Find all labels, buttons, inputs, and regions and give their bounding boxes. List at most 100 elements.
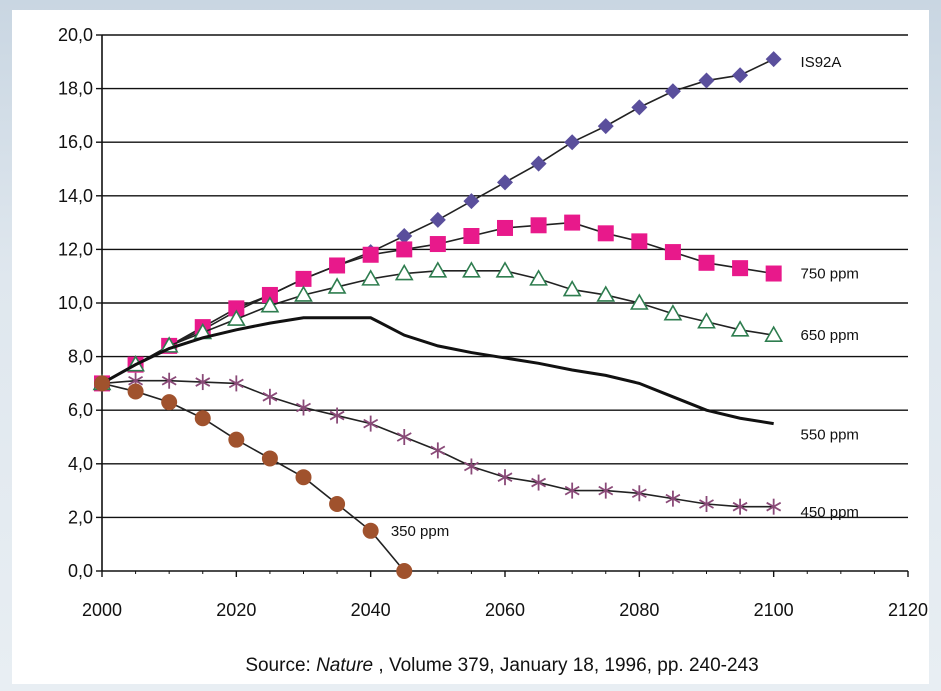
data-point bbox=[732, 498, 748, 515]
y-tick-label: 20,0 bbox=[58, 25, 93, 45]
data-point bbox=[697, 312, 716, 329]
data-point bbox=[497, 219, 513, 236]
data-point bbox=[765, 265, 782, 282]
asterisk-stroke bbox=[732, 501, 748, 512]
data-point bbox=[226, 309, 246, 326]
data-point bbox=[495, 261, 515, 278]
data-point bbox=[161, 372, 177, 389]
data-point bbox=[597, 118, 614, 135]
data-point bbox=[396, 429, 412, 445]
y-tick-label: 4,0 bbox=[68, 454, 93, 474]
series-450-ppm bbox=[94, 372, 782, 515]
data-point bbox=[497, 469, 513, 486]
x-tick-label: 2060 bbox=[485, 600, 525, 620]
data-point bbox=[631, 485, 647, 502]
series-350-ppm bbox=[94, 375, 413, 579]
y-tick-label: 6,0 bbox=[68, 400, 93, 420]
data-point bbox=[394, 263, 414, 281]
data-point bbox=[429, 236, 446, 253]
data-point bbox=[329, 407, 345, 424]
series-label: 550 ppm bbox=[801, 426, 859, 443]
x-tick-label: 2000 bbox=[82, 600, 122, 620]
caption-details: , Volume 379, January 18, 1996, pp. 240-… bbox=[373, 655, 759, 676]
x-tick-label: 2040 bbox=[351, 600, 391, 620]
data-point bbox=[629, 293, 649, 310]
asterisk-stroke bbox=[329, 410, 345, 421]
data-point bbox=[361, 269, 381, 286]
x-tick-label: 2080 bbox=[619, 600, 659, 620]
series-label: 350 ppm bbox=[391, 523, 449, 540]
caption-prefix: Source: bbox=[245, 655, 316, 676]
data-point bbox=[597, 225, 614, 242]
data-point bbox=[598, 482, 614, 499]
asterisk-stroke bbox=[766, 501, 782, 512]
asterisk-stroke bbox=[262, 392, 278, 402]
asterisk-stroke bbox=[128, 375, 144, 386]
y-tick-label: 14,0 bbox=[58, 186, 93, 206]
y-tick-label: 16,0 bbox=[58, 132, 93, 152]
asterisk-stroke bbox=[463, 461, 479, 472]
data-point bbox=[699, 496, 714, 512]
data-point bbox=[296, 399, 311, 416]
x-tick-label: 2100 bbox=[754, 600, 794, 620]
series-label: 750 ppm bbox=[801, 266, 859, 283]
asterisk-stroke bbox=[598, 485, 614, 496]
data-point bbox=[294, 285, 313, 302]
asterisk-stroke bbox=[665, 493, 681, 504]
data-point bbox=[430, 442, 446, 459]
data-point bbox=[363, 415, 379, 432]
data-point bbox=[261, 450, 278, 467]
data-point bbox=[664, 83, 681, 100]
data-point bbox=[463, 458, 479, 475]
y-tick-label: 2,0 bbox=[68, 507, 93, 527]
axes bbox=[96, 34, 909, 577]
series-line bbox=[101, 316, 774, 426]
data-point bbox=[396, 241, 413, 258]
asterisk-stroke bbox=[564, 485, 580, 496]
asterisk-stroke bbox=[296, 402, 311, 413]
data-point bbox=[329, 257, 346, 274]
data-point bbox=[530, 155, 547, 172]
data-point bbox=[497, 174, 513, 191]
data-point bbox=[463, 228, 480, 244]
data-point bbox=[732, 67, 749, 84]
caption-journal: Nature bbox=[316, 655, 373, 676]
data-point bbox=[732, 260, 749, 277]
data-point bbox=[631, 233, 648, 250]
data-point bbox=[127, 383, 144, 400]
x-tick-label: 2120 bbox=[888, 600, 928, 620]
y-tick-label: 0,0 bbox=[68, 561, 93, 581]
data-point bbox=[195, 374, 211, 391]
data-point bbox=[194, 410, 211, 427]
data-point bbox=[564, 482, 580, 499]
y-tick-label: 8,0 bbox=[68, 347, 93, 367]
data-point bbox=[564, 134, 581, 151]
data-point bbox=[562, 279, 582, 297]
y-tick-label: 10,0 bbox=[58, 293, 93, 313]
data-point bbox=[596, 285, 616, 302]
data-point bbox=[631, 99, 648, 116]
data-point bbox=[161, 394, 178, 411]
series-550-ppm bbox=[101, 316, 774, 426]
series-label: 650 ppm bbox=[801, 327, 859, 344]
asterisk-stroke bbox=[228, 378, 244, 389]
data-point bbox=[766, 498, 782, 515]
data-point bbox=[260, 296, 280, 313]
asterisk-stroke bbox=[430, 445, 446, 456]
data-point bbox=[428, 261, 448, 278]
data-point bbox=[462, 261, 481, 278]
data-point bbox=[764, 325, 784, 342]
data-point bbox=[261, 286, 278, 303]
data-point bbox=[396, 563, 413, 579]
asterisk-stroke bbox=[396, 432, 412, 442]
data-point bbox=[362, 246, 379, 263]
data-point bbox=[530, 217, 547, 234]
y-tick-label: 12,0 bbox=[58, 239, 93, 259]
data-point bbox=[664, 244, 681, 261]
data-point bbox=[429, 211, 446, 228]
data-point bbox=[228, 375, 244, 392]
data-point bbox=[295, 469, 312, 486]
y-tick-label: 18,0 bbox=[58, 79, 93, 99]
